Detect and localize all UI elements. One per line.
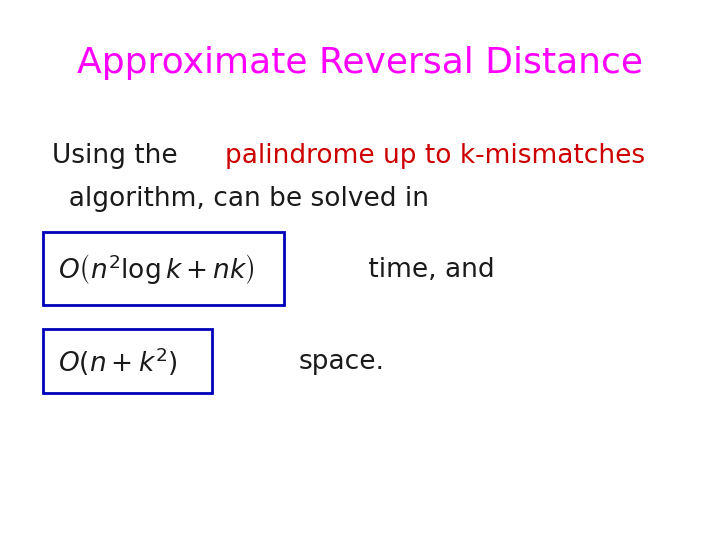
Bar	[43, 329, 212, 393]
Text: Approximate Reversal Distance: Approximate Reversal Distance	[77, 46, 643, 80]
Text: algorithm, can be solved in: algorithm, can be solved in	[52, 186, 429, 212]
Text: $O\left(n + k^2\right)$: $O\left(n + k^2\right)$	[58, 346, 177, 378]
Text: $O\left(n^2 \log k + nk\right)$: $O\left(n^2 \log k + nk\right)$	[58, 253, 254, 287]
Text: space.: space.	[299, 349, 384, 375]
Text: time, and: time, and	[360, 257, 495, 283]
Text: palindrome up to k-mismatches: palindrome up to k-mismatches	[225, 143, 645, 169]
Bar	[43, 232, 284, 305]
Text: Using the: Using the	[52, 143, 186, 169]
